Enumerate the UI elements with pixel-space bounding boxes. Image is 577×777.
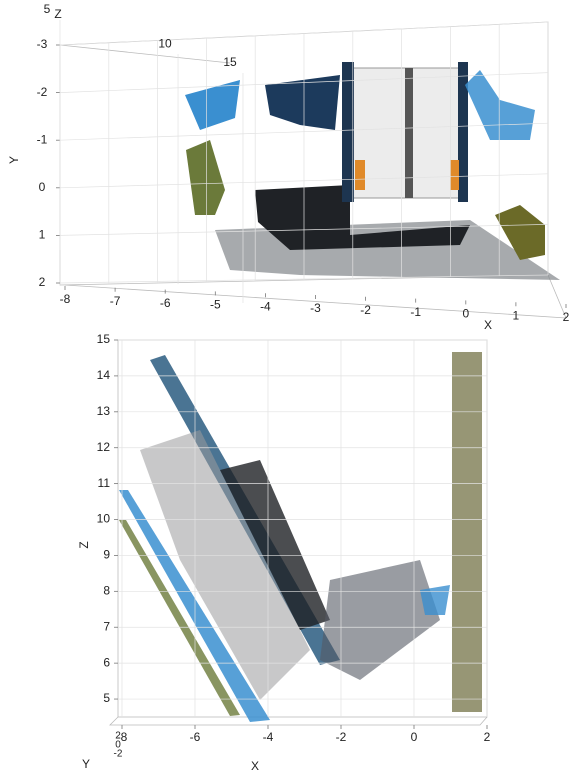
x-tick-label: -4 [263, 730, 274, 744]
truck-edge [342, 62, 354, 202]
streak [140, 430, 310, 700]
x-tick-label: 0 [462, 307, 469, 321]
x-tick-label: -6 [190, 730, 201, 744]
grid-line [59, 173, 549, 189]
x-tick-label: 1 [513, 308, 520, 322]
z-tick-label: 15 [223, 55, 237, 69]
blob [185, 80, 240, 130]
x-tick-label: -4 [260, 299, 271, 313]
z-tick-label: 13 [97, 404, 111, 418]
z-axis-label: Z [77, 541, 91, 548]
z-tick-label: 7 [103, 619, 110, 633]
x-tick-label: -5 [210, 298, 221, 312]
light [450, 160, 459, 190]
bush [186, 140, 225, 215]
truck-edge [458, 62, 468, 202]
grid-line [59, 21, 549, 46]
grid-line [59, 72, 549, 93]
x-tick-label: 0 [411, 730, 418, 744]
z-tick-label: 9 [103, 548, 110, 562]
z-tick-label: 10 [158, 36, 172, 50]
blob [465, 70, 535, 140]
y-axis-label: Y [7, 156, 21, 164]
x-tick-label: -8 [117, 730, 128, 744]
z-tick-label: 5 [44, 2, 51, 16]
z-tick-label: 12 [97, 440, 111, 454]
box-edge [109, 716, 488, 726]
y-tick-label: -3 [37, 37, 48, 51]
blob [265, 75, 340, 130]
z-tick-label: 6 [103, 655, 110, 669]
truck-base [255, 185, 470, 250]
y-tick-label: -2 [114, 749, 123, 760]
x-tick-label: -6 [160, 296, 171, 310]
truck-door-gap [405, 68, 413, 198]
bush [495, 205, 545, 260]
streak [220, 460, 330, 630]
z-tick-label: 10 [97, 512, 111, 526]
x-tick-label: -8 [60, 292, 71, 306]
z-tick-label: 5 [103, 691, 110, 705]
x-tick-label: -7 [110, 294, 121, 308]
y-tick-label: -1 [37, 132, 48, 146]
y-tick-label: -2 [37, 85, 48, 99]
y-tick-label: 0 [115, 740, 121, 751]
grid-line [59, 122, 549, 141]
box-edge [64, 284, 567, 319]
y-axis-label: Y [82, 757, 90, 771]
x-tick-label: -2 [336, 730, 347, 744]
blob [320, 560, 440, 680]
y-tick-label: 2 [115, 731, 121, 742]
box-edge [547, 274, 567, 319]
x-tick-label: -2 [360, 303, 371, 317]
z-tick-label: 15 [97, 332, 111, 346]
grid-line [59, 274, 549, 284]
z-tick-label: 11 [98, 476, 111, 490]
x-tick-label: 2 [563, 310, 570, 324]
grid-line [59, 224, 549, 236]
y-tick-label: 0 [39, 180, 46, 194]
z-tick-label: 14 [97, 368, 111, 382]
x-tick-label: -1 [410, 305, 421, 319]
z-axis-label: Z [54, 7, 61, 21]
point-cloud-top [185, 62, 560, 280]
streak [119, 520, 240, 716]
x-axis-label: X [251, 759, 259, 773]
light [355, 160, 365, 190]
x-tick-label: -3 [310, 301, 321, 315]
x-axis-label: X [484, 318, 492, 332]
blob [420, 585, 450, 615]
x-tick-label: 2 [484, 730, 491, 744]
box-edge [59, 44, 231, 64]
streak [119, 490, 270, 722]
bush-strip [452, 352, 482, 712]
point-cloud-bottom [119, 352, 482, 722]
y-tick-label: 1 [39, 228, 46, 242]
y-tick-label: 2 [39, 275, 46, 289]
z-tick-label: 8 [103, 584, 110, 598]
